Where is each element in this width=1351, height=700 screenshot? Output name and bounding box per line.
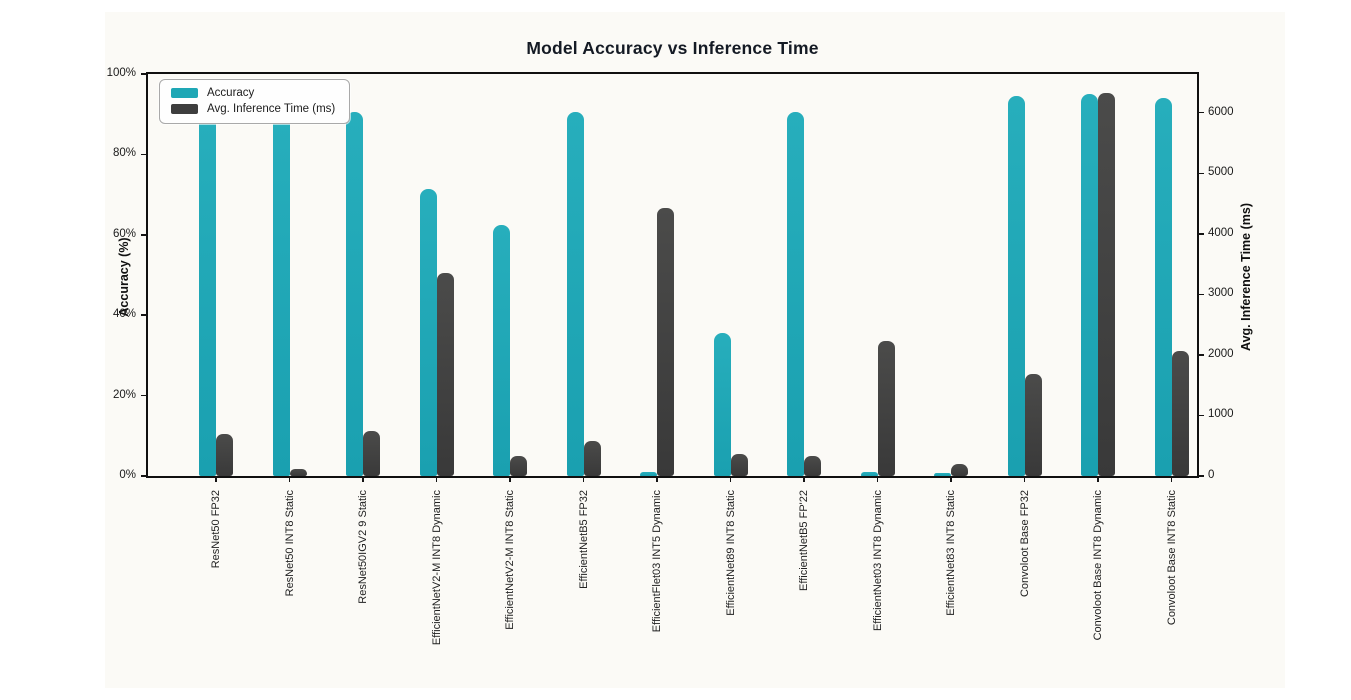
legend-label-inference-time: Avg. Inference Time (ms) [207, 103, 336, 115]
x-tick-mark [509, 477, 511, 482]
bar-accuracy [787, 112, 804, 476]
bar-inference-time [1024, 373, 1042, 476]
bar-accuracy [199, 116, 216, 476]
x-tick-mark [1170, 477, 1173, 482]
y-tick-mark-left [141, 234, 147, 236]
y-tick-label-right: 4000 [1208, 226, 1234, 239]
bar-accuracy [566, 112, 584, 476]
bar-inference-time [1098, 93, 1115, 476]
bar-accuracy [1154, 98, 1172, 476]
y-tick-mark-left [141, 153, 147, 156]
bar-accuracy [272, 116, 290, 476]
bar-accuracy [860, 471, 878, 476]
bar-accuracy [1007, 96, 1025, 476]
y-tick-mark-left [141, 73, 147, 75]
bar-accuracy [934, 472, 951, 476]
plot-area: Accuracy Avg. Inference Time (ms) [146, 72, 1199, 478]
y-tick-label-left: 100% [106, 67, 136, 79]
x-tick-mark [1023, 477, 1026, 482]
x-tick-mark [656, 477, 658, 482]
legend-swatch-accuracy [171, 88, 198, 98]
bar-accuracy [640, 471, 657, 476]
x-tick-mark [362, 477, 364, 482]
x-tick-mark [803, 477, 805, 482]
y-tick-mark-right [1198, 475, 1204, 477]
y-tick-label-right: 3000 [1208, 287, 1234, 300]
y-tick-label-left: 40% [112, 308, 136, 321]
y-tick-label-left: 80% [112, 147, 136, 160]
bar-accuracy [713, 333, 731, 476]
legend: Accuracy Avg. Inference Time (ms) [159, 79, 351, 124]
x-tick-mark [729, 477, 732, 482]
x-tick-mark [950, 477, 952, 482]
x-tick-mark [876, 477, 879, 482]
bar-inference-time [804, 455, 821, 476]
y-tick-mark-left [141, 394, 147, 397]
chart-figure: Model Accuracy vs Inference Time Accurac… [105, 12, 1285, 688]
y-tick-label-right: 6000 [1208, 105, 1234, 118]
bar-inference-time [510, 456, 527, 476]
y-tick-label-right: 0 [1208, 469, 1215, 481]
bar-accuracy [1081, 94, 1098, 476]
bar-accuracy [346, 112, 363, 476]
bar-inference-time [1171, 351, 1189, 476]
y-tick-mark-left [141, 475, 147, 477]
y-tick-label-left: 60% [112, 227, 136, 240]
legend-item-accuracy: Accuracy [171, 87, 335, 99]
bar-inference-time [730, 453, 748, 476]
y-tick-label-right: 5000 [1208, 166, 1234, 179]
legend-item-inference-time: Avg. Inference Time (ms) [171, 103, 335, 115]
x-tick-mark [288, 477, 291, 482]
y-tick-label-right: 1000 [1208, 408, 1234, 421]
bar-accuracy [493, 224, 510, 476]
y-tick-mark-left [141, 314, 147, 316]
bar-inference-time [363, 431, 380, 476]
y-tick-mark-right [1198, 111, 1204, 114]
y-tick-label-left: 0% [119, 469, 136, 481]
bar-inference-time [289, 469, 307, 476]
y-tick-mark-right [1198, 414, 1204, 417]
y-tick-label-right: 2000 [1208, 347, 1234, 360]
legend-swatch-inference-time [171, 104, 198, 114]
bar-inference-time [436, 273, 454, 476]
bar-inference-time [216, 434, 233, 476]
x-tick-mark [215, 477, 217, 482]
y-tick-mark-right [1198, 172, 1204, 175]
bar-inference-time [583, 440, 601, 476]
y-tick-mark-right [1198, 354, 1204, 356]
x-tick-mark [582, 477, 585, 482]
x-tick-mark [1097, 477, 1099, 482]
bar-accuracy [419, 188, 437, 476]
bar-inference-time [951, 463, 968, 476]
legend-label-accuracy: Accuracy [207, 87, 255, 99]
y-tick-label-left: 20% [112, 388, 136, 401]
x-tick-mark [435, 477, 438, 482]
y-tick-mark-right [1198, 293, 1204, 296]
y-tick-mark-right [1198, 233, 1204, 235]
bar-inference-time [877, 340, 895, 476]
chart-title: Model Accuracy vs Inference Time [526, 38, 819, 58]
bar-inference-time [657, 208, 674, 476]
